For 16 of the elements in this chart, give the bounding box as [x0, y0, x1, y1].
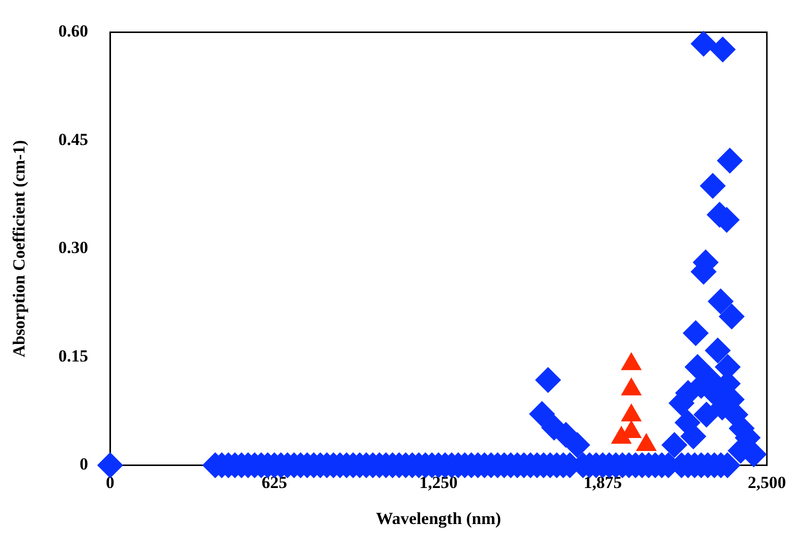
- point: [636, 432, 657, 451]
- point: [620, 352, 642, 370]
- y-axis-title: Absorption Coefficient (cm-1): [10, 140, 29, 358]
- x-tick-label: 1,250: [419, 472, 458, 492]
- y-tick-label: 0.60: [58, 22, 88, 41]
- x-tick-label: 625: [262, 472, 288, 492]
- y-tick-label: 0: [80, 454, 88, 474]
- y-tick-label: 0.45: [58, 130, 88, 149]
- point: [620, 377, 642, 396]
- x-tick-label: 2,500: [748, 472, 786, 492]
- x-tick-label: 0: [106, 472, 114, 492]
- y-tick-label: 0.15: [58, 346, 88, 366]
- x-tick-label: 1,875: [584, 472, 622, 492]
- x-axis-title: Wavelength (nm): [376, 509, 502, 528]
- y-tick-label: 0.30: [58, 238, 88, 258]
- point: [620, 403, 642, 422]
